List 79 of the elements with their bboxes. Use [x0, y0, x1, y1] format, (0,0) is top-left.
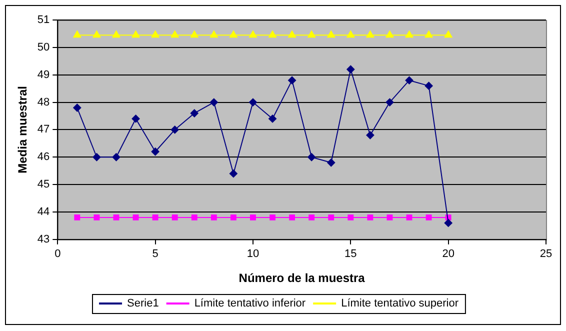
point	[426, 214, 432, 220]
point	[210, 98, 218, 106]
point	[190, 109, 198, 118]
point	[73, 104, 82, 112]
point	[366, 30, 374, 38]
y-tick-label: 47	[37, 124, 50, 136]
point	[327, 158, 336, 167]
y-tick-label: 46	[37, 151, 50, 164]
y-axis-title: Media muestral	[16, 86, 30, 174]
point	[268, 114, 277, 123]
point	[308, 153, 316, 162]
point	[328, 214, 334, 220]
point	[132, 214, 139, 220]
x-tick-label: 0	[54, 248, 61, 260]
point	[172, 214, 178, 220]
point	[113, 214, 120, 220]
x-tick-label: 10	[246, 248, 260, 260]
point	[132, 30, 140, 38]
point	[405, 76, 414, 84]
x-axis-title: Número de la muestra	[238, 271, 366, 286]
point	[250, 214, 256, 220]
y-tick-label: 49	[37, 68, 50, 81]
x-tick-label: 25	[540, 248, 552, 260]
legend-label: Serie1	[127, 298, 159, 310]
point	[386, 30, 394, 38]
point	[367, 214, 374, 220]
point	[288, 76, 296, 84]
point	[346, 65, 355, 74]
point	[288, 30, 296, 38]
legend-label: Límite tentativo superior	[341, 298, 459, 310]
point	[268, 30, 276, 38]
point	[308, 214, 315, 220]
point	[405, 30, 414, 38]
point	[366, 131, 374, 140]
point	[289, 214, 296, 220]
point	[327, 30, 336, 38]
legend-label: Límite tentativo inferior	[194, 298, 306, 310]
point	[210, 214, 217, 220]
y-tick-label: 44	[37, 206, 50, 218]
point	[92, 30, 101, 38]
y-tick-label: 51	[37, 14, 50, 26]
point	[112, 30, 120, 38]
point	[248, 98, 257, 106]
y-tick-label: 48	[37, 96, 50, 108]
point	[444, 218, 452, 227]
point	[444, 30, 452, 38]
point	[151, 30, 160, 38]
point	[94, 214, 100, 220]
x-tick-label: 20	[442, 248, 454, 260]
point	[308, 30, 316, 38]
point	[230, 214, 236, 220]
point	[424, 82, 433, 90]
point	[152, 214, 158, 220]
point	[229, 170, 238, 178]
y-tick-label: 43	[37, 233, 50, 246]
point	[191, 214, 198, 220]
point	[424, 30, 433, 38]
point	[190, 30, 198, 38]
point	[74, 214, 80, 220]
point	[346, 30, 355, 38]
point	[406, 214, 412, 220]
point	[112, 153, 120, 162]
point	[348, 214, 354, 220]
x-tick-label: 15	[344, 248, 357, 260]
x-tick-label: 5	[152, 248, 158, 260]
point	[249, 30, 257, 38]
y-tick-label: 45	[37, 178, 50, 191]
point	[151, 148, 160, 156]
y-tick-label: 50	[37, 41, 50, 54]
point	[170, 30, 179, 38]
point	[386, 214, 393, 220]
point	[210, 30, 218, 38]
point	[73, 30, 82, 38]
point	[170, 126, 179, 134]
point	[229, 30, 238, 38]
point	[132, 114, 140, 123]
point	[270, 214, 276, 220]
point	[386, 98, 394, 106]
point	[92, 153, 101, 162]
